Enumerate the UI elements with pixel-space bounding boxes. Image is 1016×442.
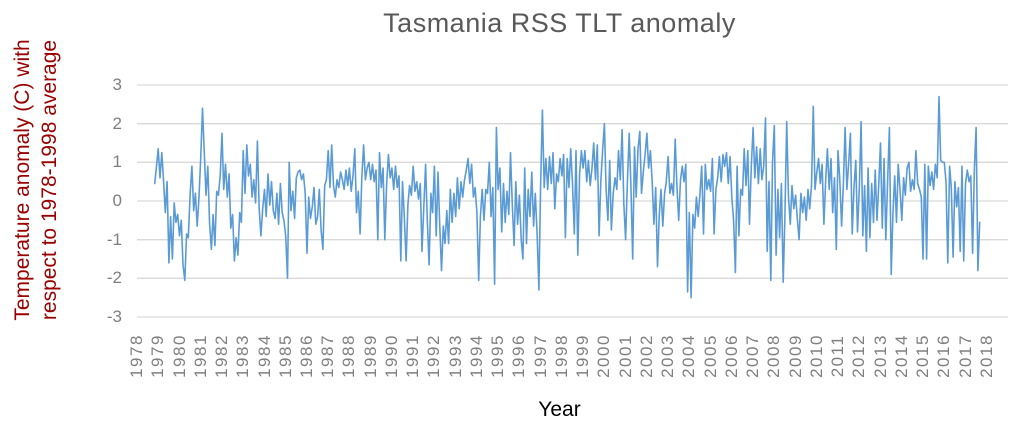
x-tick-label: 2003 <box>658 334 678 378</box>
x-tick-label: 2014 <box>891 334 911 378</box>
x-axis-title: Year <box>538 398 581 421</box>
x-tick-label: 2006 <box>721 334 741 378</box>
x-tick-label: 2004 <box>679 334 699 378</box>
y-tick-label: 3 <box>112 75 122 94</box>
y-tick-label: -1 <box>106 229 122 249</box>
x-tick-label: 1997 <box>530 334 550 378</box>
x-tick-label: 1984 <box>254 334 274 378</box>
x-tick-label: 1988 <box>339 334 359 378</box>
y-tick-label: -3 <box>106 307 122 326</box>
x-tick-label: 1981 <box>190 334 210 378</box>
x-tick-label: 2012 <box>849 334 869 378</box>
x-tick-label: 2011 <box>828 334 847 378</box>
x-tick-label: 1996 <box>509 334 529 378</box>
x-tick-label: 1979 <box>148 334 168 378</box>
x-tick-label: 1990 <box>381 334 401 378</box>
data-series-line <box>153 95 981 299</box>
x-tick-label: 2005 <box>700 334 720 378</box>
x-tick-label: 2000 <box>594 334 614 378</box>
x-tick-label: 1983 <box>233 334 253 378</box>
x-tick-label: 1986 <box>297 334 316 378</box>
x-tick-label: 1987 <box>318 334 338 378</box>
x-tick-label: 2008 <box>764 334 784 378</box>
x-tick-label: 2013 <box>870 334 890 378</box>
x-tick-label: 2007 <box>743 334 763 378</box>
x-tick-label: 2009 <box>785 334 805 378</box>
x-tick-label: 2010 <box>806 334 826 378</box>
x-tick-label: 1998 <box>551 334 571 378</box>
y-tick-label: 0 <box>112 191 122 210</box>
y-tick-label: 1 <box>112 152 122 172</box>
x-tick-label: 2015 <box>913 334 932 378</box>
x-tick-label: 1982 <box>212 334 231 378</box>
y-tick-label: 2 <box>112 113 122 133</box>
x-tick-label: 2002 <box>636 334 656 378</box>
x-tick-label: 1999 <box>573 334 593 378</box>
y-tick-label: -2 <box>106 268 122 288</box>
x-tick-label: 1995 <box>488 334 508 378</box>
x-tick-label: 1989 <box>360 334 380 378</box>
x-tick-label: 1978 <box>127 334 146 378</box>
x-tick-label: 1993 <box>445 334 465 378</box>
x-tick-label: 1994 <box>466 334 486 378</box>
x-tick-label: 2001 <box>615 334 635 378</box>
x-tick-label: 1991 <box>403 334 423 378</box>
x-tick-label: 2016 <box>934 334 954 378</box>
x-tick-label: 1992 <box>424 334 444 378</box>
x-tick-label: 2017 <box>955 334 975 378</box>
x-tick-label: 1985 <box>275 334 295 378</box>
x-tick-label: 2018 <box>976 334 996 378</box>
chart-title: Tasmania RSS TLT anomaly <box>383 8 736 38</box>
x-tick-label: 1980 <box>169 334 189 378</box>
